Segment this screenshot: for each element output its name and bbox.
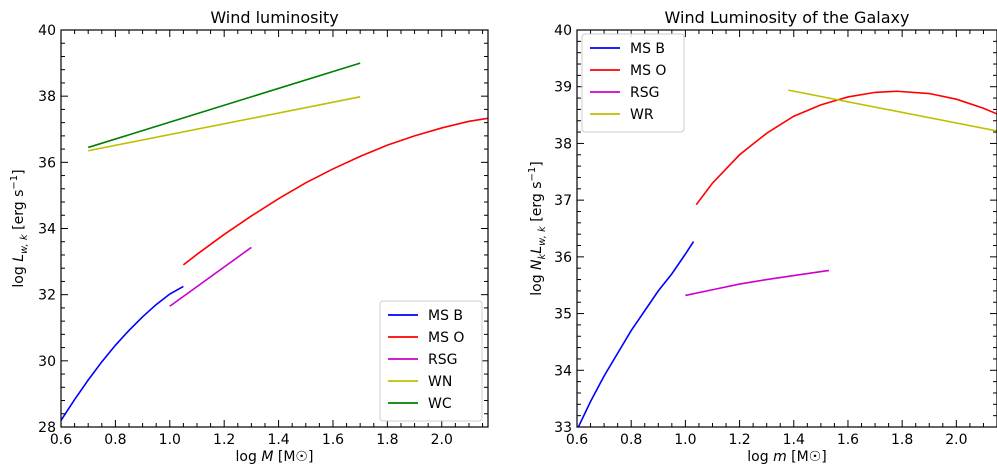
y-tick-label: 37 (554, 193, 572, 209)
x-tick-label: 1.8 (891, 432, 913, 448)
series-line-wr (788, 89, 997, 132)
y-tick-label: 40 (38, 23, 56, 39)
y-tick-label: 35 (554, 307, 572, 323)
legend-box (379, 300, 483, 422)
x-tick-label: 2.0 (431, 432, 453, 448)
y-tick-label: 28 (38, 420, 56, 436)
x-tick-label: 1.6 (322, 432, 344, 448)
legend-label: WC (428, 396, 452, 412)
y-tick-label: 39 (554, 80, 572, 96)
chart-panel-2: 0.6 0.8 1.0 1.2 1.4 1.6 1.8 2.0 33 34 35 36 37 38 39 40… (527, 8, 997, 465)
chart-title: Wind Luminosity of the Galaxy (665, 8, 910, 27)
legend: MS B MS O RSG WN WC (379, 300, 483, 422)
chart-title: Wind luminosity (210, 8, 338, 27)
x-tick-label: 0.8 (104, 432, 126, 448)
series-line-wn (88, 96, 361, 152)
legend-label: RSG (630, 85, 659, 101)
legend-label: WN (428, 374, 452, 390)
y-tick-label: 40 (554, 23, 572, 39)
series-line-ms-b (61, 285, 184, 421)
legend: MS B MS O RSG WR (581, 33, 685, 133)
x-tick-label: 1.6 (837, 432, 859, 448)
series-line-ms-b (577, 241, 695, 427)
x-tick-label: 1.4 (267, 432, 289, 448)
x-tick-label: 1.2 (728, 432, 750, 448)
series-line-ms-o (695, 90, 997, 206)
series-line-rsg (169, 246, 252, 307)
legend-label: WR (630, 107, 654, 123)
series-line-rsg (685, 269, 830, 297)
legend-label: MS B (630, 41, 665, 57)
legend-label: MS O (630, 63, 666, 79)
legend-label: RSG (428, 352, 457, 368)
y-tick-label: 38 (38, 89, 56, 105)
x-axis-label: log M [M☉] (236, 449, 314, 465)
y-tick-label: 30 (38, 354, 56, 370)
plot-frame (576, 29, 997, 428)
y-tick-label: 34 (38, 222, 56, 238)
x-axis-label: log m [M☉] (747, 449, 826, 465)
x-tick-label: 2.0 (945, 432, 967, 448)
y-tick-label: 32 (38, 288, 56, 304)
x-tick-label: 1.0 (674, 432, 696, 448)
y-tick-label: 36 (38, 155, 56, 171)
y-tick-label: 36 (554, 250, 572, 266)
legend-box (581, 33, 685, 133)
x-tick-label: 1.8 (376, 432, 398, 448)
y-tick-label: 38 (554, 136, 572, 152)
chart-panel-1: 0.6 0.8 1.0 1.2 1.4 1.6 1.8 2.0 28 30 32 34 36 38 40 Wi… (9, 8, 489, 465)
x-tick-label: 0.6 (50, 432, 72, 448)
y-tick-label: 34 (554, 363, 572, 379)
series-line-ms-o (182, 117, 488, 266)
series-line-wc (87, 62, 361, 149)
legend-label: MS B (428, 308, 463, 324)
y-axis-label: log Lw, k [erg s−1] (9, 169, 30, 287)
y-tick-label: 33 (554, 420, 572, 436)
x-tick-label: 0.6 (566, 432, 588, 448)
y-axis-label: log NkLw, k [erg s−1] (527, 161, 548, 295)
x-tick-label: 0.8 (620, 432, 642, 448)
x-tick-label: 1.0 (159, 432, 181, 448)
legend-label: MS O (428, 330, 464, 346)
x-tick-label: 1.4 (783, 432, 805, 448)
x-tick-label: 1.2 (213, 432, 235, 448)
